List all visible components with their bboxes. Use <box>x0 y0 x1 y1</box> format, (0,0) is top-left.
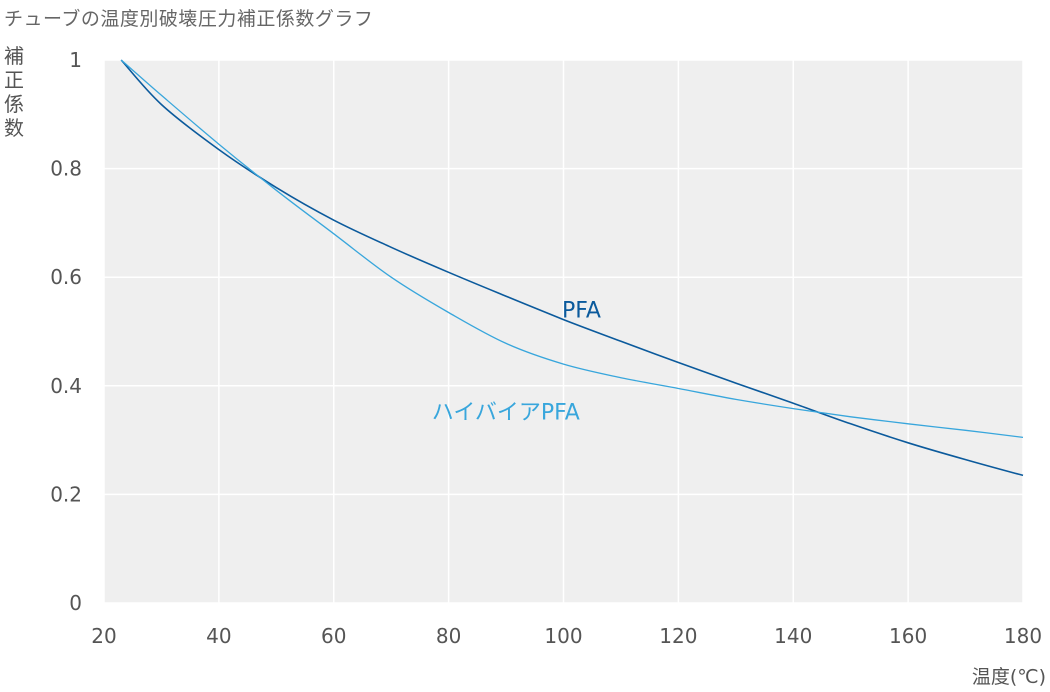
y-tick-label: 0.6 <box>50 265 82 289</box>
y-axis-label-char: 係 <box>4 92 24 116</box>
y-tick-label: 0.8 <box>50 157 82 181</box>
x-tick-label: 120 <box>659 624 697 648</box>
y-axis-label: 補正係数 <box>2 44 26 140</box>
x-tick-label: 80 <box>436 624 461 648</box>
x-tick-label: 100 <box>544 624 582 648</box>
series-line-0 <box>120 59 1024 477</box>
x-tick-label: 40 <box>206 624 231 648</box>
series-labels: PFA ハイバイアPFA <box>432 299 601 426</box>
series-line-1 <box>120 59 1024 439</box>
x-tick-labels: 20 40 60 80 100 120 140 160 180 <box>91 624 1042 648</box>
grid-lines <box>103 59 1024 604</box>
chart-title: チューブの温度別破壊圧力補正係数グラフ <box>4 8 374 30</box>
x-tick-label: 160 <box>889 624 927 648</box>
y-axis-label-char: 正 <box>4 68 24 92</box>
x-tick-label: 60 <box>321 624 346 648</box>
y-axis-label-char: 補 <box>4 44 24 68</box>
y-tick-label: 0.2 <box>50 482 82 506</box>
x-tick-label: 180 <box>1004 624 1042 648</box>
series-label: PFA <box>562 299 601 324</box>
y-tick-labels: 0 0.2 0.4 0.6 0.8 1 <box>50 48 82 615</box>
y-tick-label: 0 <box>69 591 82 615</box>
series-lines <box>120 59 1024 477</box>
x-tick-label: 20 <box>91 624 116 648</box>
x-tick-label: 140 <box>774 624 812 648</box>
y-tick-label: 0.4 <box>50 374 82 398</box>
x-axis-label: 温度(℃) <box>971 666 1046 688</box>
series-label: ハイバイアPFA <box>432 400 580 425</box>
y-tick-label: 1 <box>69 48 82 72</box>
y-axis-label-char: 数 <box>4 116 24 140</box>
